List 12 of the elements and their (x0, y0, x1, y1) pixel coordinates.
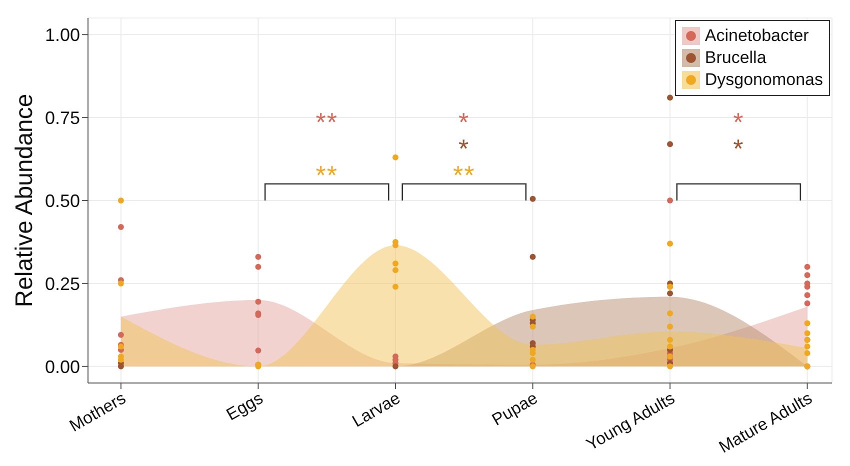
y-tick-label: 0.25 (44, 274, 80, 294)
legend-label: Acinetobacter (704, 25, 809, 47)
legend-label: Brucella (704, 47, 766, 69)
y-tick-label: 0.50 (44, 190, 80, 211)
y-tick-label: 0.75 (44, 108, 80, 128)
y-tick-label: 0.00 (44, 356, 80, 377)
annotation: ** (316, 106, 338, 137)
annotation: ** (316, 160, 338, 190)
x-tick-label: Eggs (223, 388, 266, 424)
y-tick-label: 1.00 (44, 24, 80, 45)
y-axis-title: Relative Abundance (11, 94, 38, 308)
legend-label: Dysgonomonas (704, 69, 823, 91)
